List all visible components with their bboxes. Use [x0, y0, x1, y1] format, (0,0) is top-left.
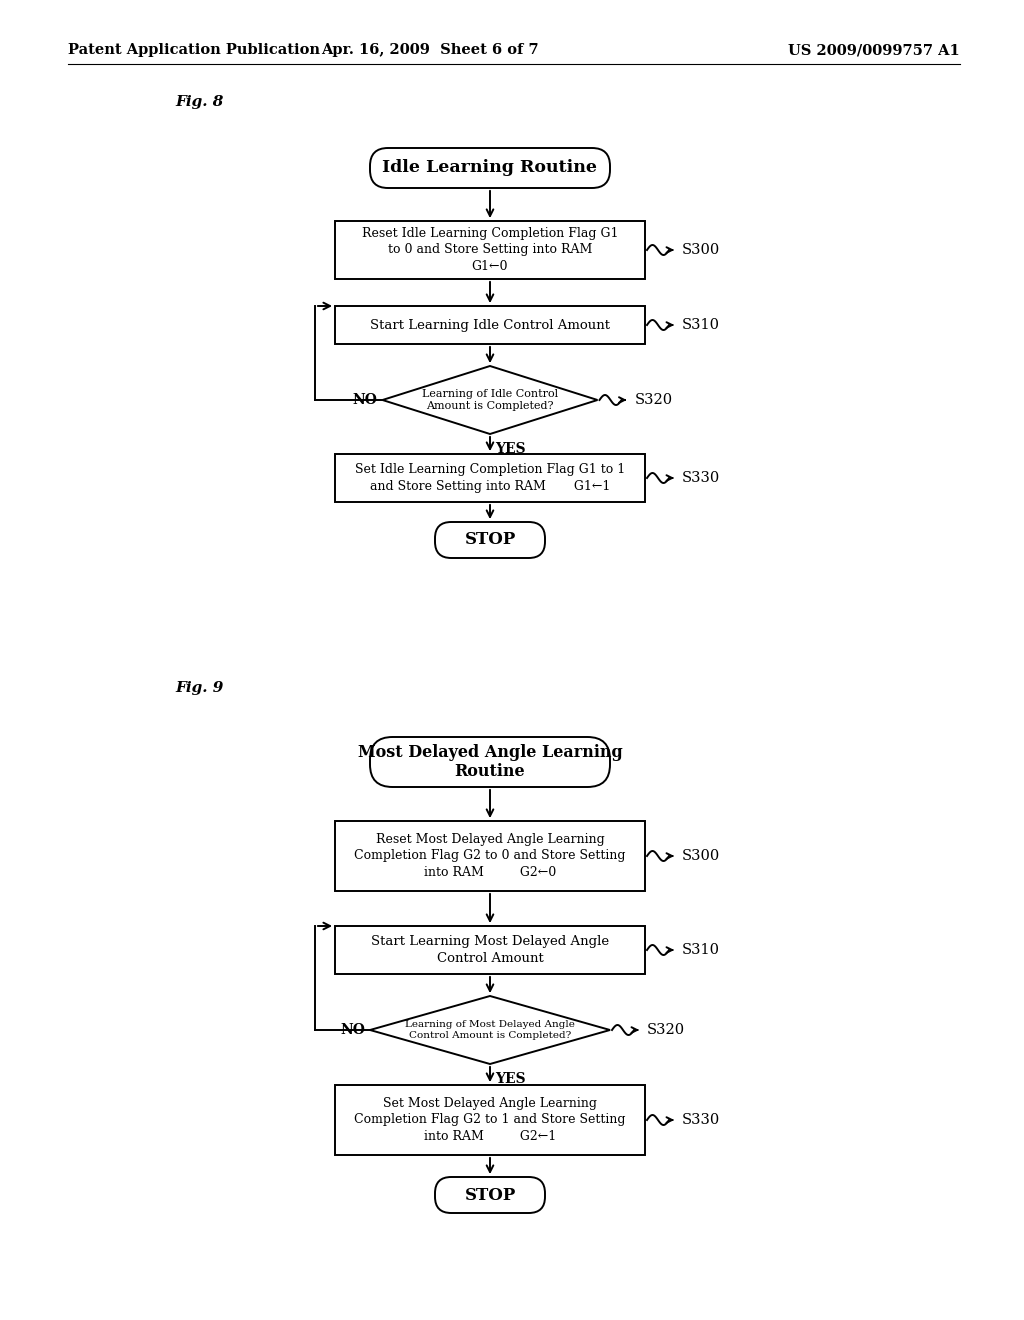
Text: Patent Application Publication: Patent Application Publication: [68, 44, 319, 57]
Text: NO: NO: [352, 393, 378, 407]
Bar: [335, 306, 645, 345]
Text: Apr. 16, 2009  Sheet 6 of 7: Apr. 16, 2009 Sheet 6 of 7: [322, 44, 539, 57]
Bar: [335, 220, 645, 279]
Text: Start Learning Most Delayed Angle
Control Amount: Start Learning Most Delayed Angle Contro…: [371, 935, 609, 965]
FancyBboxPatch shape: [435, 521, 545, 558]
Text: S300: S300: [682, 849, 720, 863]
Text: STOP: STOP: [464, 1187, 516, 1204]
Text: S310: S310: [682, 942, 720, 957]
Text: Reset Most Delayed Angle Learning
Completion Flag G2 to 0 and Store Setting
into: Reset Most Delayed Angle Learning Comple…: [354, 833, 626, 879]
Text: S320: S320: [635, 393, 673, 407]
Polygon shape: [370, 997, 610, 1064]
Text: YES: YES: [495, 442, 525, 455]
Text: S330: S330: [682, 471, 720, 484]
Text: S320: S320: [647, 1023, 685, 1038]
Bar: [335, 1085, 645, 1155]
Text: S300: S300: [682, 243, 720, 257]
Text: Fig. 8: Fig. 8: [175, 95, 223, 110]
Text: YES: YES: [495, 1072, 525, 1086]
Text: S330: S330: [682, 1113, 720, 1127]
Text: STOP: STOP: [464, 532, 516, 549]
Text: Reset Idle Learning Completion Flag G1
to 0 and Store Setting into RAM
G1←0: Reset Idle Learning Completion Flag G1 t…: [361, 227, 618, 273]
Text: Set Most Delayed Angle Learning
Completion Flag G2 to 1 and Store Setting
into R: Set Most Delayed Angle Learning Completi…: [354, 1097, 626, 1143]
FancyBboxPatch shape: [370, 148, 610, 187]
Text: Start Learning Idle Control Amount: Start Learning Idle Control Amount: [370, 318, 610, 331]
Text: Learning of Idle Control
Amount is Completed?: Learning of Idle Control Amount is Compl…: [422, 389, 558, 412]
Text: S310: S310: [682, 318, 720, 333]
FancyBboxPatch shape: [370, 737, 610, 787]
Text: Idle Learning Routine: Idle Learning Routine: [383, 160, 597, 177]
Bar: [335, 454, 645, 502]
Polygon shape: [383, 366, 597, 434]
Text: Learning of Most Delayed Angle
Control Amount is Completed?: Learning of Most Delayed Angle Control A…: [406, 1020, 574, 1040]
Text: Most Delayed Angle Learning
Routine: Most Delayed Angle Learning Routine: [357, 743, 623, 780]
Text: Fig. 9: Fig. 9: [175, 681, 223, 696]
Bar: [335, 821, 645, 891]
Text: US 2009/0099757 A1: US 2009/0099757 A1: [788, 44, 961, 57]
Bar: [335, 927, 645, 974]
Text: NO: NO: [340, 1023, 365, 1038]
Text: Set Idle Learning Completion Flag G1 to 1
and Store Setting into RAM       G1←1: Set Idle Learning Completion Flag G1 to …: [355, 463, 625, 492]
FancyBboxPatch shape: [435, 1177, 545, 1213]
